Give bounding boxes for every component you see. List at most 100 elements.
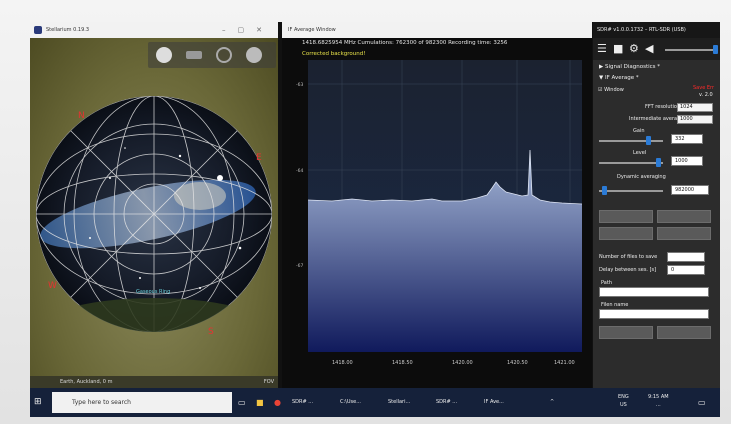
- spectrum-plot[interactable]: -63 -64 -67 1418.00 1418.50 1420.00 1420…: [292, 60, 592, 378]
- if-average-titlebar[interactable]: IF Average Window: [282, 22, 592, 38]
- level-track: [599, 162, 663, 164]
- dynamic-track: [599, 190, 663, 192]
- language-indicator[interactable]: ENG US: [618, 393, 629, 409]
- search-placeholder: Type here to search: [72, 399, 131, 406]
- task-view-icon[interactable]: ▭: [238, 398, 246, 407]
- files-to-save-label: Number of files to save: [599, 254, 658, 260]
- frequency-info: 1418.6825954 MHz Cumulations: 762300 of …: [302, 40, 508, 46]
- search-box[interactable]: Type here to search: [52, 392, 232, 413]
- y-tick-label: -63: [296, 82, 303, 88]
- chrome-icon[interactable]: ●: [274, 398, 281, 407]
- corrected-background-label: Corrected background!: [302, 51, 366, 57]
- cardinal-north: N: [78, 111, 85, 121]
- gain-field[interactable]: 332: [671, 134, 703, 144]
- coordinate-grid: [36, 96, 272, 332]
- level-label: Level: [633, 150, 647, 156]
- sdr-title: SDR# v1.0.0.1732 – RTL-SDR (USB): [593, 22, 720, 38]
- sky-view[interactable]: N E S W Gaseous Ring: [30, 38, 278, 388]
- if-average-label: IF Average *: [604, 75, 639, 81]
- location-label: Earth, Auckland, 0 m: [60, 379, 113, 385]
- sdrsharp-window[interactable]: SDR# v1.0.0.1732 – RTL-SDR (USB) ☰ ■ ⚙ ◀…: [593, 22, 720, 388]
- volume-track: [665, 49, 717, 51]
- sky-dome: N E S W Gaseous Ring: [36, 96, 272, 337]
- gain-slider[interactable]: [645, 136, 651, 145]
- x-tick-label: 1421.00: [554, 360, 575, 366]
- path-field[interactable]: [599, 287, 709, 297]
- status-red-label: Save Err: [693, 85, 715, 91]
- dynamic-averaging-slider[interactable]: [602, 186, 607, 195]
- start-icon[interactable]: ⊞: [34, 397, 42, 407]
- taskbar-app[interactable]: C:\Use...: [340, 394, 384, 411]
- explorer-icon[interactable]: ■: [256, 398, 264, 407]
- spectrum-area: [308, 150, 582, 352]
- landscape-icon[interactable]: [186, 51, 202, 59]
- notification-icon[interactable]: ▭: [698, 398, 706, 407]
- clock-date: ...: [655, 402, 661, 408]
- sphere-icon[interactable]: [156, 47, 172, 63]
- spectrum-line: [307, 149, 583, 205]
- stellarium-toolbar: [148, 42, 276, 68]
- menu-icon[interactable]: ☰: [597, 42, 607, 55]
- x-tick-label: 1420.00: [452, 360, 473, 366]
- clock-time: 9:15 AM: [648, 394, 669, 400]
- taskbar-app[interactable]: Stellari...: [388, 394, 432, 411]
- taskbar-app-label: SDR# ...: [292, 399, 314, 405]
- window-label: Window: [604, 87, 624, 93]
- filename-label: Filen name: [601, 302, 629, 308]
- action-button-2[interactable]: [657, 210, 711, 223]
- tray-chevron-icon[interactable]: ^: [550, 399, 555, 405]
- volume-icon[interactable]: ◀: [645, 42, 654, 55]
- window-checkbox[interactable]: ☑ Window: [598, 87, 624, 93]
- action-button-3[interactable]: [599, 227, 653, 240]
- level-slider[interactable]: [656, 158, 661, 167]
- fft-resolution-value: 1024: [680, 104, 693, 110]
- action-button-5[interactable]: [599, 326, 653, 339]
- taskbar-app-label: IF Ave...: [484, 399, 504, 405]
- cardinal-south: S: [208, 327, 214, 337]
- signal-diagnostics-label: Signal Diagnostics *: [604, 64, 661, 70]
- action-button-4[interactable]: [657, 227, 711, 240]
- filename-field[interactable]: [599, 309, 709, 319]
- stellarium-window[interactable]: Stellarium 0.19.3 –▢✕: [30, 22, 278, 388]
- gain-label: Gain: [633, 128, 645, 134]
- volume-slider[interactable]: [713, 45, 718, 54]
- fft-resolution-select[interactable]: 1024: [677, 103, 713, 112]
- windows-taskbar: ⊞ Type here to search ▭ ■ ● SDR# ... C:\…: [30, 388, 720, 417]
- x-tick-label: 1418.50: [392, 360, 413, 366]
- intermediate-average-select[interactable]: 1000: [677, 115, 713, 124]
- fov-label: FOV: [263, 379, 274, 385]
- if-average-title: IF Average Window: [288, 27, 336, 33]
- clock[interactable]: 9:15 AM...: [648, 393, 669, 409]
- files-to-save-field[interactable]: [667, 252, 705, 262]
- delay-field[interactable]: 0: [667, 265, 705, 275]
- cardinal-west: W: [48, 281, 57, 291]
- path-label: Path: [601, 280, 612, 286]
- grid-icon[interactable]: [216, 47, 232, 63]
- taskbar-app[interactable]: SDR# ...: [292, 394, 336, 411]
- action-button-6[interactable]: [657, 326, 711, 339]
- dynamic-averaging-field[interactable]: 982000: [671, 185, 709, 195]
- gear-icon[interactable]: ⚙: [629, 42, 639, 55]
- taskbar-app-label: Stellari...: [388, 399, 411, 405]
- globe-icon[interactable]: [246, 47, 262, 63]
- taskbar-app[interactable]: IF Ave...: [484, 394, 528, 411]
- if-average-header[interactable]: ▼ IF Average *: [599, 75, 639, 81]
- region-label: US: [619, 402, 627, 408]
- if-average-window[interactable]: IF Average Window 1418.6825954 MHz Cumul…: [282, 22, 592, 388]
- intermediate-average-value: 1000: [680, 116, 693, 122]
- stellarium-titlebar[interactable]: Stellarium 0.19.3 –▢✕: [30, 22, 278, 38]
- desktop-screen: Stellarium 0.19.3 –▢✕: [30, 22, 720, 417]
- stop-icon[interactable]: ■: [613, 42, 624, 55]
- taskbar-app[interactable]: SDR# ...: [436, 394, 480, 411]
- y-tick-label: -67: [296, 263, 303, 269]
- y-tick-label: -64: [296, 168, 303, 174]
- stars: [89, 147, 242, 289]
- constellation-label: Gaseous Ring: [136, 289, 170, 295]
- dynamic-averaging-label: Dynamic averaging: [617, 174, 666, 180]
- level-field[interactable]: 1000: [671, 156, 703, 166]
- window-controls[interactable]: –▢✕: [222, 26, 274, 34]
- x-tick-label: 1418.00: [332, 360, 353, 366]
- action-button-1[interactable]: [599, 210, 653, 223]
- signal-diagnostics-header[interactable]: ▶ Signal Diagnostics *: [599, 64, 661, 70]
- ground-horizon: [36, 298, 272, 332]
